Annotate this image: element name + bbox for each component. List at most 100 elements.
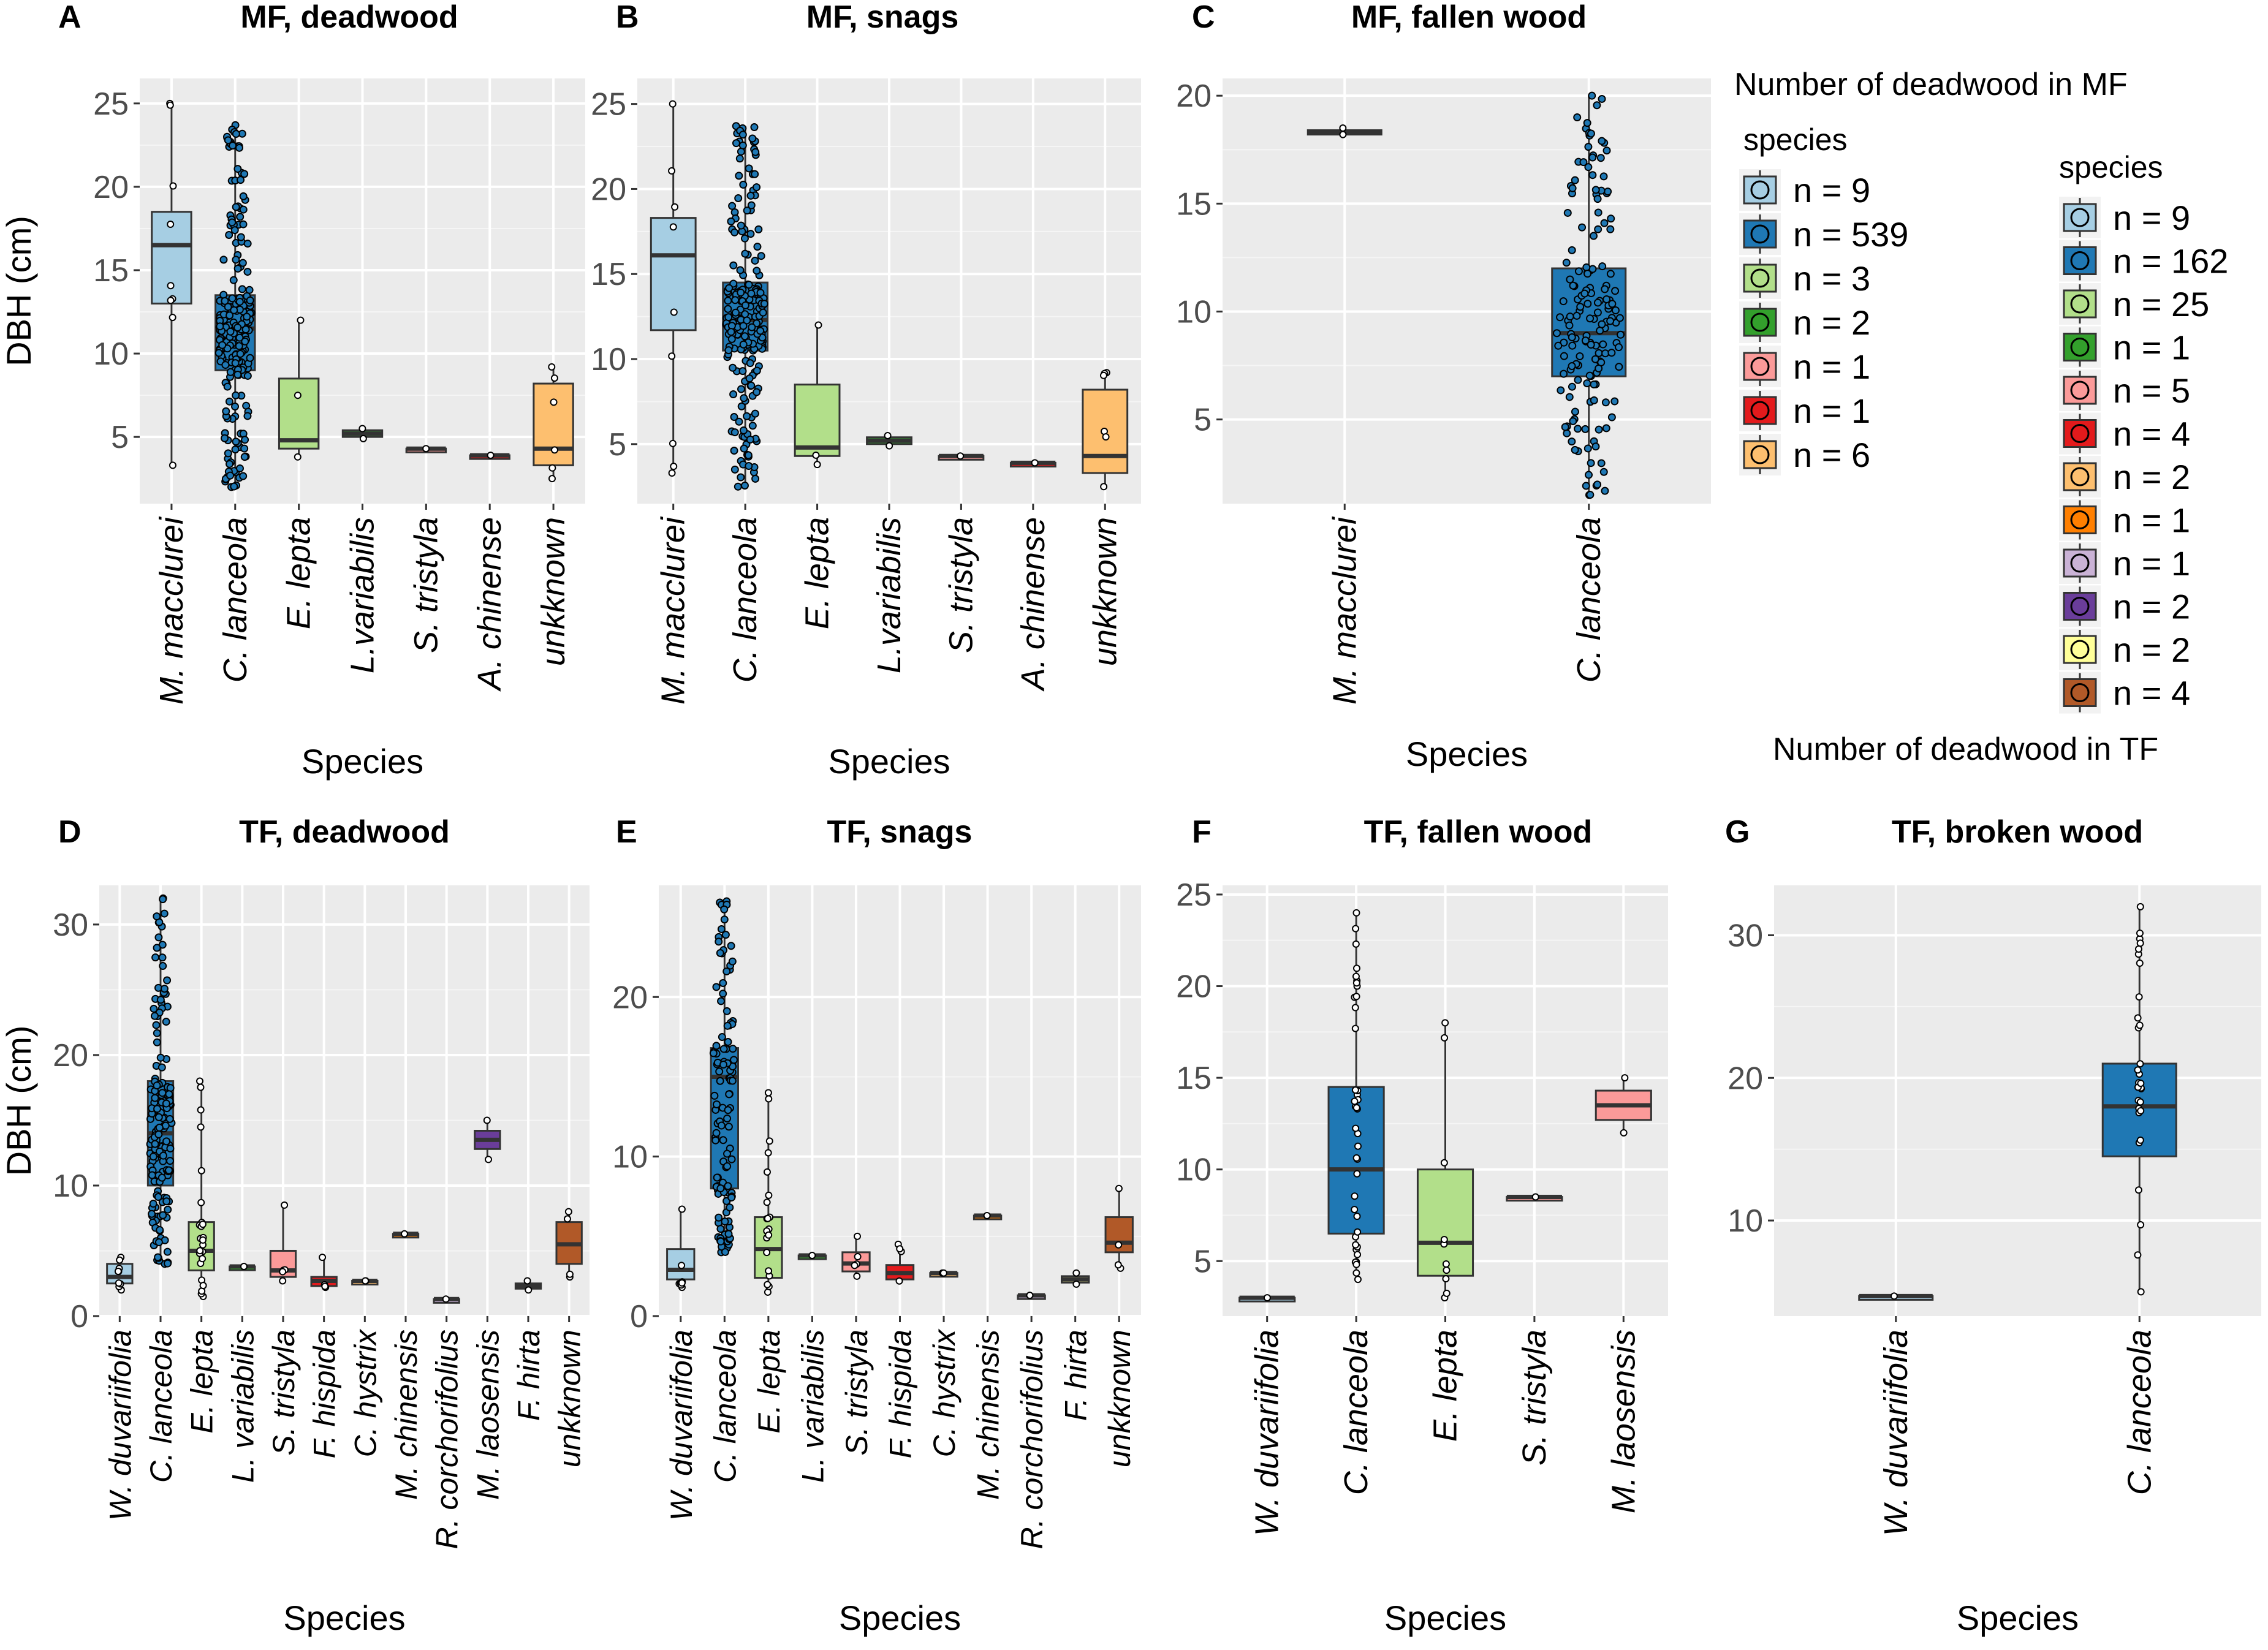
data-point [153, 1038, 161, 1046]
data-point [1576, 303, 1585, 311]
data-point [1601, 285, 1609, 293]
data-point [1563, 429, 1571, 437]
legend-item: n = 1 [1739, 390, 1870, 431]
x-axis-title: Species [283, 1599, 405, 1637]
data-point [237, 176, 245, 184]
data-point [166, 1144, 175, 1152]
data-point [737, 288, 745, 297]
data-point [153, 1081, 161, 1090]
data-point [1339, 124, 1347, 132]
data-point [1568, 246, 1576, 254]
data-point [743, 206, 751, 215]
data-point [151, 1140, 159, 1148]
panel-letter: E [616, 814, 637, 850]
x-category-label: A. chinense [471, 517, 508, 692]
data-point [715, 937, 723, 946]
data-point [756, 327, 765, 335]
data-point [1352, 909, 1360, 917]
data-point [1591, 355, 1599, 363]
data-point [1114, 1261, 1122, 1269]
data-point [1353, 1170, 1361, 1178]
data-point [400, 1230, 408, 1238]
data-point [1352, 925, 1360, 933]
data-point [230, 482, 238, 491]
legend-item: n = 6 [1739, 434, 1870, 475]
data-point [734, 482, 742, 491]
data-point [1569, 417, 1577, 425]
box-1 [650, 100, 697, 477]
data-point [1610, 397, 1619, 406]
data-point [727, 942, 735, 950]
data-point [710, 1091, 719, 1100]
box-4 [229, 1263, 256, 1271]
data-point [735, 417, 743, 426]
data-point [719, 1136, 727, 1145]
data-point [1595, 364, 1603, 373]
legend-key-dot [2070, 467, 2090, 486]
data-point [224, 136, 232, 145]
x-category-label: F. hispida [884, 1330, 918, 1458]
data-point [729, 363, 737, 372]
panel-title: TF, deadwood [239, 814, 450, 850]
data-point [723, 1021, 732, 1030]
data-point [2137, 1221, 2145, 1229]
data-point [199, 1236, 207, 1244]
x-category-label: R. corchorifolius [430, 1330, 465, 1549]
data-point [243, 268, 252, 276]
legend-key-dot [1750, 357, 1770, 376]
data-point [1102, 433, 1110, 441]
data-point [739, 426, 748, 434]
legend-key-dot [2070, 251, 2090, 270]
data-point [228, 294, 237, 303]
data-point [233, 165, 242, 173]
data-point [1443, 1289, 1451, 1297]
data-point [1568, 184, 1577, 192]
data-point [678, 1279, 686, 1287]
data-point [1606, 225, 1615, 233]
data-point [197, 1167, 205, 1175]
data-point [563, 1215, 571, 1223]
data-point [1611, 287, 1620, 295]
data-point [231, 359, 240, 368]
data-point [226, 471, 235, 480]
data-point [727, 217, 735, 225]
data-point [319, 1254, 327, 1262]
panel-letter: D [58, 814, 82, 850]
data-point [718, 1033, 726, 1042]
data-point [1573, 113, 1582, 122]
data-point [730, 1056, 738, 1064]
data-point [1578, 223, 1587, 232]
data-point [1586, 314, 1595, 323]
data-point [748, 323, 756, 331]
data-point [1568, 382, 1576, 391]
data-point [167, 282, 175, 290]
data-point [716, 1184, 725, 1193]
data-point [1588, 91, 1596, 100]
y-tick-label: 15 [1176, 186, 1212, 222]
data-point [1607, 413, 1616, 422]
data-point [1582, 482, 1590, 490]
data-point [753, 366, 761, 375]
data-point [1596, 154, 1605, 162]
data-point [197, 1083, 205, 1091]
legend-item: n = 1 [2059, 326, 2190, 368]
data-point [735, 172, 743, 180]
data-point [165, 1115, 174, 1123]
data-point [2136, 929, 2144, 937]
box-2 [709, 897, 739, 1257]
x-category-label: A. chinense [1015, 517, 1052, 692]
data-point [765, 1095, 773, 1103]
data-point [216, 322, 224, 331]
panel-E: 0 10 20 W. duvariifolia C. lanceola E. lepta L… [612, 814, 1141, 1637]
legend-key-dot [2070, 683, 2090, 702]
data-point [716, 1077, 724, 1085]
panel-A: 5 10 15 20 25 M. macclurei C. lanceola E. lepta… [0, 0, 585, 781]
x-category-label: unkknown [553, 1330, 587, 1467]
data-point [728, 1077, 737, 1085]
data-point [159, 1211, 167, 1219]
data-point [747, 289, 756, 298]
data-point [1353, 1213, 1361, 1220]
x-category-label: S. tristyla [942, 517, 979, 653]
data-point [739, 322, 748, 330]
